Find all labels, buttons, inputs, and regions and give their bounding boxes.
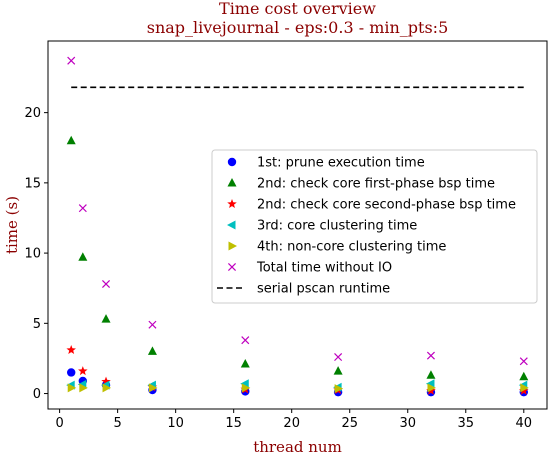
- legend-marker: [227, 199, 237, 209]
- series-5-point: [334, 384, 344, 394]
- x-tick-label: 30: [399, 416, 416, 431]
- series-3-point: [101, 376, 111, 386]
- series-2-point: [333, 366, 343, 375]
- series-6-point: [334, 353, 343, 362]
- series-2-point: [240, 359, 250, 368]
- series-2-point: [147, 346, 157, 355]
- legend-label: 1st: prune execution time: [257, 156, 425, 171]
- legend-marker: [227, 220, 236, 230]
- series-6-point: [519, 357, 528, 366]
- legend-box: [211, 149, 538, 304]
- chart-title: Time cost overview: [219, 0, 376, 18]
- plot-frame: [47, 40, 548, 410]
- series-6-point: [426, 351, 435, 360]
- y-tick-label: 0: [33, 387, 41, 402]
- y-axis-label: time (s): [3, 196, 21, 254]
- series-6-point: [101, 279, 111, 289]
- legend-marker: [227, 157, 237, 167]
- x-axis-label: thread num: [253, 438, 342, 456]
- series-4-point: [240, 379, 249, 389]
- series-6-point: [148, 320, 157, 329]
- series-5-point: [520, 383, 529, 393]
- legend-label: 3rd: core clustering time: [257, 219, 417, 234]
- series-4-point: [425, 379, 435, 389]
- y-tick-label: 10: [24, 247, 41, 262]
- series-2-point: [78, 252, 88, 261]
- series-6-point: [67, 56, 76, 65]
- y-tick-label: 20: [24, 106, 41, 121]
- series-5-point: [102, 383, 112, 393]
- legend: 1st: prune execution time 2nd: check core…: [211, 149, 538, 304]
- series-5-point: [79, 383, 88, 393]
- x-tick-label: 0: [55, 416, 63, 431]
- legend-label: 4th: non-core clustering time: [257, 240, 446, 255]
- series-2-point: [101, 314, 111, 323]
- series-2-point: [519, 371, 529, 381]
- legend-label: Total time without IO: [256, 261, 392, 276]
- series-3-point: [66, 345, 76, 355]
- chart-subtitle: snap_livejournal - eps:0.3 - min_pts:5: [147, 18, 449, 37]
- series-1-point: [67, 368, 76, 377]
- series-5-point: [241, 383, 251, 393]
- legend-label: serial pscan runtime: [257, 282, 390, 297]
- legend-label: 2nd: check core first-phase bsp time: [257, 177, 495, 192]
- x-tick-label: 10: [167, 416, 184, 431]
- x-tick-label: 35: [457, 416, 474, 431]
- x-tick-label: 15: [225, 416, 242, 431]
- legend-marker: [227, 178, 237, 187]
- series-3-point: [78, 366, 88, 376]
- series-5-point: [67, 383, 77, 393]
- legend-marker: [228, 241, 237, 251]
- series-2-point: [426, 370, 436, 379]
- x-tick-label: 25: [341, 416, 358, 431]
- legend-marker: [227, 262, 237, 272]
- y-tick-label: 5: [33, 317, 41, 332]
- series-6-point: [78, 204, 87, 213]
- legend-label: 2nd: check core second-phase bsp time: [257, 198, 516, 213]
- series-2-point: [66, 135, 76, 145]
- x-tick-label: 5: [113, 416, 121, 431]
- series-6-point: [241, 336, 250, 345]
- series-5-point: [148, 383, 158, 393]
- x-tick-label: 40: [516, 416, 533, 431]
- y-tick-label: 15: [24, 176, 41, 191]
- series-5-point: [427, 383, 436, 393]
- x-tick-label: 20: [283, 416, 300, 431]
